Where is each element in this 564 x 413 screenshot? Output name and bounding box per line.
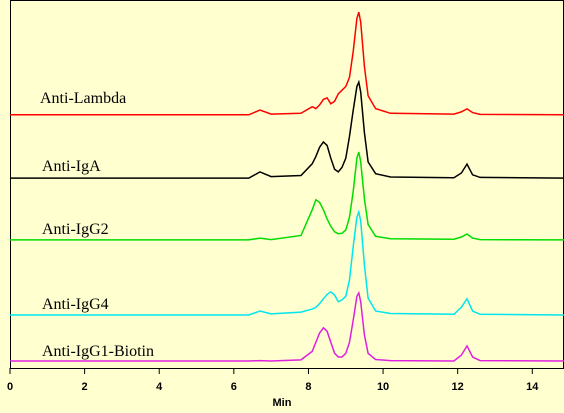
trace [10, 209, 564, 316]
x-axis-label: Min [273, 397, 292, 409]
x-tick-label: 0 [7, 381, 13, 393]
x-tick-label: 10 [377, 381, 389, 393]
trace-label: Anti-IgG2 [42, 221, 109, 238]
x-tick-label: 14 [526, 381, 539, 393]
x-tick-label: 4 [156, 381, 163, 393]
x-tick-label: 8 [305, 381, 311, 393]
trace-label: Anti-Lambda [40, 90, 126, 107]
trace [10, 11, 564, 116]
x-tick-label: 6 [231, 381, 237, 393]
trace-label: Anti-IgA [42, 158, 101, 175]
trace [10, 79, 564, 179]
trace-label: Anti-IgG4 [42, 296, 109, 313]
trace-label: Anti-IgG1-Biotin [42, 343, 154, 360]
x-tick-label: 2 [82, 381, 88, 393]
trace [10, 290, 564, 362]
x-tick-label: 12 [452, 381, 464, 393]
trace [10, 151, 564, 241]
